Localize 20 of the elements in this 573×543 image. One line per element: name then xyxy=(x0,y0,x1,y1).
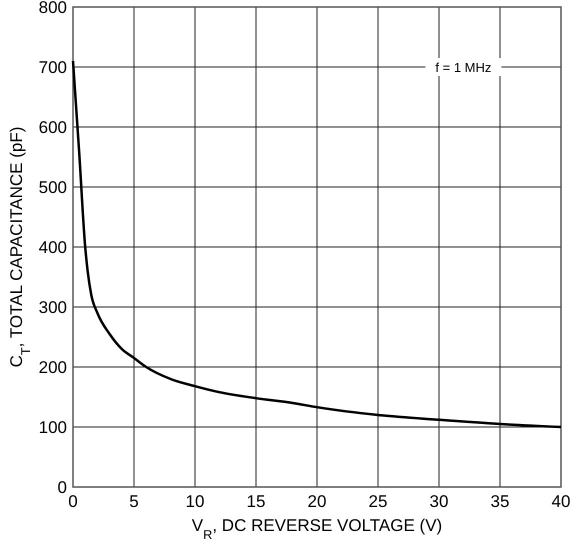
y-tick-label: 300 xyxy=(38,298,67,317)
y-tick-label: 800 xyxy=(38,0,67,17)
x-tick-label: 30 xyxy=(430,492,448,511)
x-tick-label: 40 xyxy=(552,492,570,511)
x-tick-label: 5 xyxy=(129,492,139,511)
x-axis-title: V$_{R}$, DC REVERSE VOLTAGE (V) xyxy=(192,516,442,542)
x-tick-label: 20 xyxy=(308,492,326,511)
y-tick-label: 0 xyxy=(58,478,67,497)
annotation: f = 1 MHz xyxy=(435,60,492,75)
y-tick-label: 100 xyxy=(38,418,67,437)
x-tick-label: 35 xyxy=(490,492,510,511)
y-tick-label: 500 xyxy=(38,178,67,197)
y-tick-label: 200 xyxy=(38,358,67,377)
x-tick-label: 25 xyxy=(368,492,388,511)
y-tick-label: 700 xyxy=(38,58,67,77)
line-series xyxy=(72,60,562,428)
y-tick-label: 400 xyxy=(38,238,67,257)
x-tick-label: 10 xyxy=(186,492,204,511)
x-tick-label: 15 xyxy=(246,492,266,511)
y-tick-label: 600 xyxy=(38,118,67,137)
